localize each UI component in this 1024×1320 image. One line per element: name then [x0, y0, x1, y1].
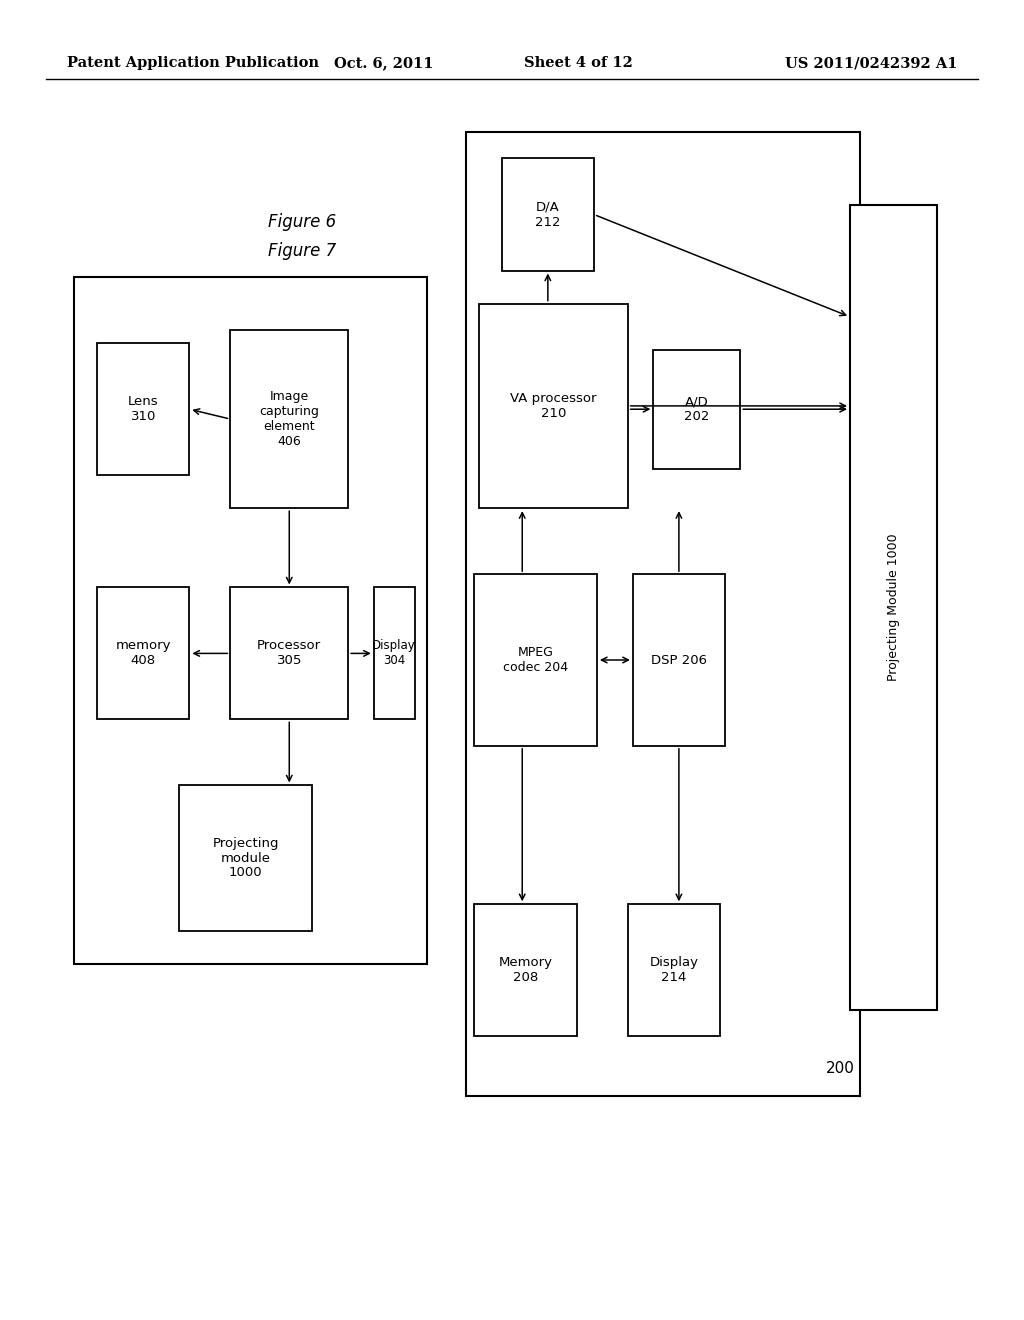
Bar [474, 574, 597, 746]
Bar [97, 587, 189, 719]
Bar [466, 132, 860, 1096]
Text: US 2011/0242392 A1: US 2011/0242392 A1 [785, 57, 957, 70]
Text: Figure 6: Figure 6 [268, 213, 336, 231]
Text: Projecting Module 1000: Projecting Module 1000 [887, 533, 900, 681]
Text: Sheet 4 of 12: Sheet 4 of 12 [524, 57, 633, 70]
Text: Patent Application Publication: Patent Application Publication [67, 57, 318, 70]
Text: Display
214: Display 214 [649, 956, 698, 985]
Text: DSP 206: DSP 206 [651, 653, 707, 667]
Text: Display
304: Display 304 [373, 639, 416, 668]
Text: D/A
212: D/A 212 [536, 201, 560, 228]
Bar [502, 158, 594, 271]
Bar [74, 277, 427, 964]
Text: Image
capturing
element
406: Image capturing element 406 [259, 391, 319, 447]
Bar [653, 350, 740, 469]
Text: MPEG
codec 204: MPEG codec 204 [503, 645, 568, 675]
Bar [230, 587, 348, 719]
Text: VA processor
210: VA processor 210 [510, 392, 597, 420]
Bar [850, 205, 937, 1010]
Text: 200: 200 [826, 1061, 855, 1076]
Text: Figure 7: Figure 7 [268, 242, 336, 260]
Bar [230, 330, 348, 508]
Bar [179, 785, 312, 931]
Bar [374, 587, 415, 719]
Bar [474, 904, 577, 1036]
Bar [479, 304, 628, 508]
Bar [97, 343, 189, 475]
Text: Oct. 6, 2011: Oct. 6, 2011 [334, 57, 434, 70]
Text: Processor
305: Processor 305 [257, 639, 322, 668]
Text: A/D
202: A/D 202 [684, 395, 710, 424]
Bar [628, 904, 720, 1036]
Text: Memory
208: Memory 208 [499, 956, 552, 985]
Text: memory
408: memory 408 [116, 639, 171, 668]
Bar [633, 574, 725, 746]
Text: Lens
310: Lens 310 [128, 395, 159, 424]
Text: Projecting
module
1000: Projecting module 1000 [213, 837, 279, 879]
